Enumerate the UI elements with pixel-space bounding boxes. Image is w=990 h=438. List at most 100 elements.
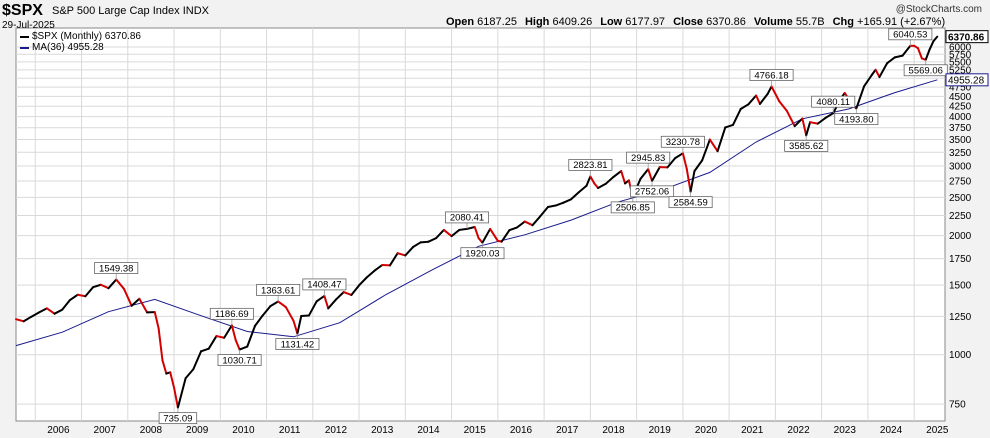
stat-label-low: Low <box>600 16 623 28</box>
price-segment <box>76 293 87 298</box>
price-segment <box>223 324 233 339</box>
y-tick-label: 2250 <box>949 211 972 222</box>
price-segment <box>107 278 118 290</box>
annotation-box <box>445 211 490 224</box>
annotation-label: 1030.71 <box>217 349 262 366</box>
x-tick-label: 2011 <box>279 425 301 436</box>
chart-legend: $SPX (Monthly) 6370.86 MA(36) 4955.28 <box>20 31 141 53</box>
x-tick-label: 2022 <box>787 425 810 436</box>
symbol-title: $SPX <box>2 2 43 19</box>
annotation-box <box>888 28 933 41</box>
price-segment <box>589 175 596 185</box>
stat-label-open: Open <box>446 16 475 28</box>
price-segment <box>639 168 650 180</box>
price-segment <box>562 198 573 204</box>
annotation-text: 1186.69 <box>215 309 249 320</box>
price-segment <box>554 201 565 207</box>
price-segment <box>539 205 549 218</box>
price-segment <box>901 44 912 57</box>
annotation-text: 1549.38 <box>99 263 133 274</box>
price-segment <box>531 215 542 227</box>
stat-label-high: High <box>524 16 550 28</box>
price-segment <box>342 291 353 296</box>
price-segment <box>412 241 422 249</box>
price-segment <box>396 252 407 257</box>
price-segment <box>419 240 430 244</box>
annotation-box <box>610 201 655 214</box>
annotation-box <box>568 159 613 171</box>
price-segment <box>886 56 896 65</box>
legend-price: $SPX (Monthly) 6370.86 <box>20 31 141 42</box>
y-tick-label: 4000 <box>949 112 972 123</box>
price-segment <box>863 74 873 88</box>
last-ma-tag-box <box>945 73 989 87</box>
x-tick-label: 2017 <box>556 425 579 436</box>
annotation-text: 2752.06 <box>635 187 669 198</box>
price-segment <box>22 315 33 323</box>
y-tick-label: 1250 <box>949 312 972 323</box>
price-segment <box>724 123 734 129</box>
price-segment <box>874 68 881 79</box>
y-tick-label: 1500 <box>949 281 972 292</box>
price-segment <box>604 175 615 185</box>
ma-series-line <box>15 79 938 347</box>
price-segment <box>585 175 592 187</box>
price-segment <box>758 92 769 105</box>
price-segment <box>122 287 133 307</box>
price-segment <box>523 220 534 227</box>
y-tick-label: 3250 <box>949 148 972 159</box>
price-segment <box>153 311 160 330</box>
price-segment <box>99 283 110 290</box>
x-tick-label: 2006 <box>47 425 70 436</box>
annotation-label: 1408.47 <box>302 278 347 296</box>
annotation-box <box>668 196 713 209</box>
y-tick-label: 5250 <box>949 65 972 76</box>
price-segment <box>651 166 661 182</box>
price-segment <box>516 220 526 229</box>
annotation-box <box>256 284 301 296</box>
price-segment <box>176 377 187 409</box>
y-tick-label: 3750 <box>949 123 972 134</box>
price-segment <box>593 182 600 189</box>
price-segment <box>30 311 41 318</box>
annotation-label: 4080.11 <box>811 95 856 114</box>
stat-value-low: 6177.97 <box>622 16 666 28</box>
price-segment <box>620 170 627 185</box>
brand-logo[interactable]: @StockCharts.com <box>895 4 982 15</box>
annotation-label: 4193.80 <box>834 108 879 125</box>
annotation-text: 2823.81 <box>573 160 607 171</box>
price-segment <box>138 297 149 314</box>
price-segment <box>435 228 445 240</box>
stat-value-close: 6370.86 <box>703 16 746 28</box>
last-price-tag: 6370.86 <box>945 30 989 43</box>
price-segment <box>681 152 688 170</box>
price-segment <box>442 228 453 238</box>
price-segment <box>130 297 141 307</box>
price-segment <box>824 112 835 119</box>
stat-value-volume: 55.7B <box>792 16 825 28</box>
price-segment <box>766 85 773 95</box>
annotation-text: 3585.62 <box>789 141 823 152</box>
annotation-label: 1549.38 <box>94 262 139 280</box>
price-segment <box>207 335 218 350</box>
y-tick-label: 2750 <box>949 176 972 187</box>
price-segment <box>238 345 249 351</box>
price-segment <box>284 306 295 322</box>
price-segment <box>500 229 511 243</box>
description-text: S&P 500 Large Cap Index <box>52 5 180 17</box>
price-segment <box>234 339 241 351</box>
price-segment <box>358 276 368 287</box>
price-segment <box>693 159 704 173</box>
price-segment <box>739 103 750 111</box>
price-segment <box>805 121 812 137</box>
annotation-label: 6040.53 <box>888 28 933 46</box>
annotation-box <box>94 262 139 274</box>
price-segment <box>801 117 808 137</box>
y-tick-label: 3500 <box>949 135 972 146</box>
annotation-label: 1186.69 <box>209 307 254 326</box>
price-segment <box>173 386 179 409</box>
price-segment <box>38 307 48 314</box>
price-segment <box>200 347 210 353</box>
legend-ma: MA(36) 4955.28 <box>20 42 141 53</box>
price-segment <box>917 47 923 60</box>
